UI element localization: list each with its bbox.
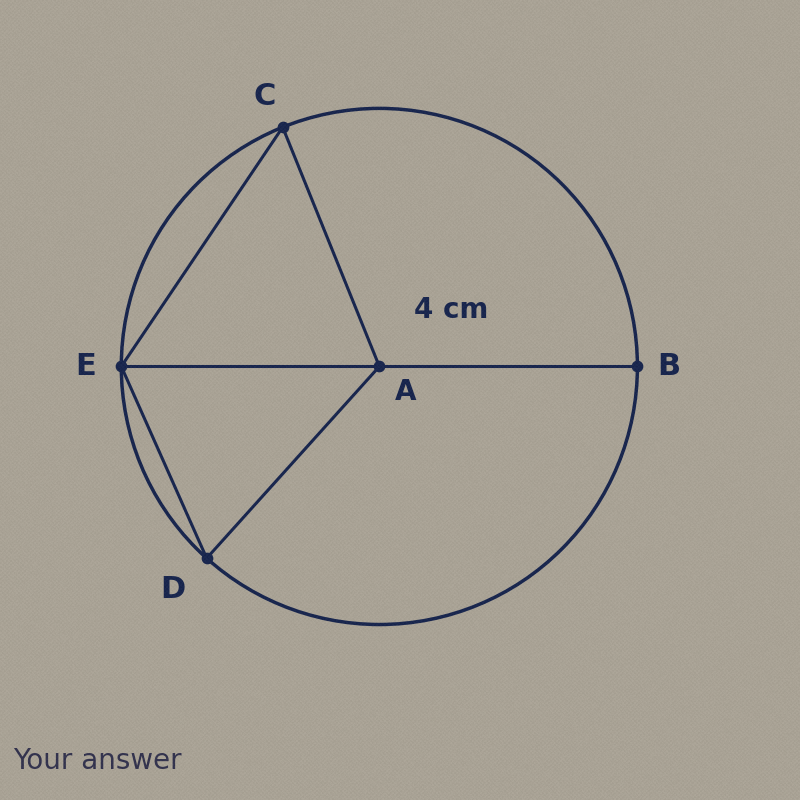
Text: 4 cm: 4 cm [414,296,489,324]
Text: C: C [254,82,276,110]
Text: Your answer: Your answer [13,747,182,775]
Point [276,121,289,134]
Text: E: E [74,352,95,381]
Text: B: B [657,352,680,381]
Point [631,360,644,373]
Point [200,552,213,565]
Point [373,360,386,373]
Point [115,360,128,373]
Text: A: A [394,378,416,406]
Text: D: D [161,574,186,604]
